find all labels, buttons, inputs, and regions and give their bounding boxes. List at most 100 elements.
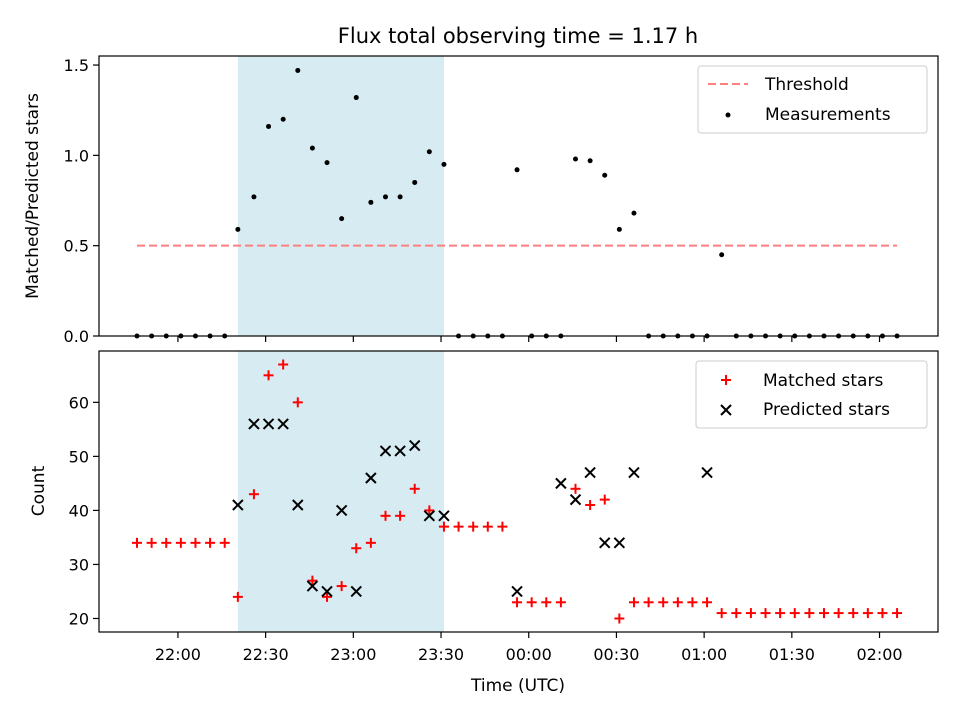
matched-star-point bbox=[336, 581, 347, 592]
x-b bbox=[628, 466, 640, 479]
x-b bbox=[584, 466, 596, 479]
x-tick-label: 01:00 bbox=[681, 645, 727, 664]
matched-star-point bbox=[789, 608, 800, 619]
matched-star-point bbox=[541, 597, 552, 608]
y-tick-label: 60 bbox=[69, 393, 89, 412]
predicted-star-point bbox=[292, 499, 304, 511]
matched-star-point bbox=[351, 543, 362, 554]
chart-title: Flux total observing time = 1.17 h bbox=[338, 24, 698, 48]
measurement-point bbox=[324, 160, 330, 166]
measurement-point bbox=[353, 95, 359, 101]
predicted-star-point bbox=[438, 510, 450, 522]
y-tick-label: 20 bbox=[69, 609, 89, 628]
legend-measurements-swatch bbox=[725, 112, 731, 118]
legend-top: Threshold Measurements bbox=[697, 65, 928, 134]
measurement-point bbox=[382, 194, 388, 200]
predicted-star-point bbox=[613, 537, 626, 549]
matched-star-point bbox=[438, 521, 449, 532]
matched-star-point bbox=[292, 397, 303, 408]
matched-star-point bbox=[687, 597, 698, 608]
x-tick-label: 23:30 bbox=[418, 645, 464, 664]
x-tick-label: 00:30 bbox=[593, 645, 639, 664]
measurement-point bbox=[397, 194, 403, 200]
predicted-star-point bbox=[599, 537, 611, 549]
matched-star-point bbox=[628, 597, 639, 608]
x-b bbox=[277, 418, 289, 430]
matched-star-point bbox=[248, 489, 259, 500]
legend-bottom-box bbox=[695, 360, 928, 429]
x-b bbox=[511, 585, 523, 598]
x-b bbox=[599, 537, 611, 549]
x-b bbox=[569, 493, 582, 506]
panel-0-marks bbox=[134, 56, 900, 339]
matched-star-point bbox=[219, 537, 230, 548]
x-b bbox=[232, 499, 244, 511]
x-tick-label: 23:00 bbox=[330, 645, 376, 664]
x-b bbox=[365, 472, 377, 484]
y-tick-label: 50 bbox=[69, 447, 89, 466]
x-b bbox=[321, 585, 333, 598]
predicted-star-point bbox=[232, 499, 244, 511]
matched-star-point bbox=[775, 608, 786, 619]
predicted-star-point bbox=[277, 418, 289, 430]
x-b bbox=[379, 445, 392, 457]
predicted-star-point bbox=[423, 510, 436, 522]
measurement-point bbox=[339, 216, 345, 222]
x-tick-label: 22:00 bbox=[155, 645, 201, 664]
legend-threshold-label: Threshold bbox=[764, 75, 849, 95]
predicted-star-point bbox=[511, 585, 523, 598]
matched-star-point bbox=[497, 521, 508, 532]
predicted-star-point bbox=[409, 439, 421, 452]
legend-top-box bbox=[697, 65, 928, 134]
predicted-star-point bbox=[248, 418, 260, 430]
matched-star-point bbox=[555, 597, 566, 608]
predicted-star-point bbox=[628, 466, 640, 479]
shaded-region bbox=[237, 56, 444, 336]
top-axes-frame bbox=[98, 55, 939, 337]
matched-star-point bbox=[175, 537, 186, 548]
x-b bbox=[262, 418, 275, 430]
matched-star-point bbox=[614, 613, 625, 624]
x-b bbox=[292, 499, 304, 511]
legend-matched-swatch bbox=[721, 375, 731, 385]
measurement-point bbox=[441, 161, 447, 167]
x-tick-label: 22:30 bbox=[243, 645, 289, 664]
x-tick-label: 01:30 bbox=[769, 645, 815, 664]
matched-star-point bbox=[512, 597, 523, 608]
matched-star-point bbox=[161, 537, 172, 548]
predicted-star-point bbox=[569, 493, 582, 506]
matched-star-point bbox=[672, 597, 683, 608]
matched-star-point bbox=[365, 537, 376, 548]
matched-star-point bbox=[263, 370, 274, 381]
matched-star-point bbox=[132, 537, 143, 548]
measurement-point bbox=[266, 123, 272, 129]
x-b bbox=[409, 439, 421, 452]
x-b bbox=[438, 510, 450, 522]
matched-star-point bbox=[585, 500, 596, 511]
measurement-point bbox=[719, 252, 725, 258]
measurement-point bbox=[602, 172, 608, 178]
matched-star-point bbox=[409, 483, 420, 494]
predicted-star-point bbox=[335, 504, 348, 517]
predicted-star-point bbox=[555, 477, 567, 490]
matched-star-point bbox=[205, 537, 216, 548]
legend-predicted-label: Predicted stars bbox=[763, 400, 890, 420]
matched-star-point bbox=[804, 608, 815, 619]
matched-star-point bbox=[307, 575, 318, 586]
predicted-star-point bbox=[321, 585, 333, 598]
matched-star-point bbox=[716, 608, 727, 619]
x-b bbox=[335, 504, 348, 517]
y-tick-label: 40 bbox=[69, 501, 89, 520]
legend-matched-label: Matched stars bbox=[763, 371, 883, 391]
matched-star-point bbox=[395, 510, 406, 521]
y-tick-label: 1.0 bbox=[64, 146, 89, 165]
predicted-star-point bbox=[365, 472, 377, 484]
x-b bbox=[555, 477, 567, 490]
x-b bbox=[613, 537, 626, 549]
x-b bbox=[306, 580, 319, 592]
measurement-point bbox=[295, 67, 301, 73]
x-b bbox=[248, 418, 260, 430]
measurement-point bbox=[280, 116, 286, 122]
matched-star-point bbox=[862, 608, 873, 619]
